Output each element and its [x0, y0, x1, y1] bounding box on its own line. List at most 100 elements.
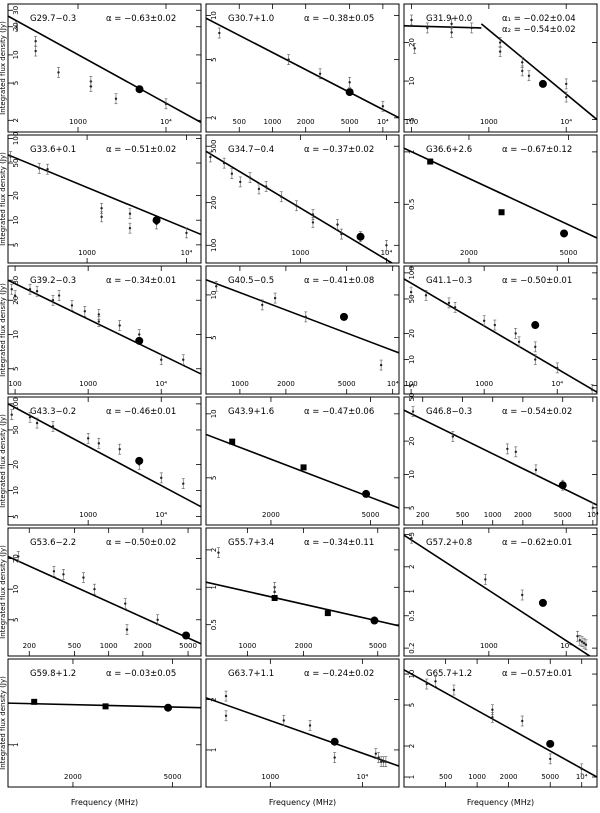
data-point: [335, 219, 339, 230]
x-tick-label: 10⁴: [587, 511, 599, 519]
big-point: [339, 312, 348, 321]
big-point: [182, 631, 191, 640]
big-point: [538, 79, 547, 88]
data-point: [92, 583, 96, 595]
x-axis-title: Frequency (MHz): [467, 798, 534, 807]
fit-line: [8, 279, 201, 375]
data-point: [548, 753, 552, 765]
source-name: G29.7−0.3: [30, 14, 76, 24]
panel-G30.7+1.0: 500 1000 2000 5000 10⁴ 2 5 10 G30.7+1.0 α = −0.38…: [205, 3, 400, 133]
data-point: [35, 285, 39, 297]
data-point: [208, 151, 212, 163]
source-name: G34.7−0.4: [228, 145, 274, 155]
source-name: G53.6−2.2: [30, 538, 76, 548]
panel-G53.6-2.2: 200 500 1000 2000 5000 5 10 20 G53.6−2.2 α = −0.5…: [7, 527, 202, 657]
big-point: [135, 336, 144, 345]
x-tick-label: 2000: [295, 642, 313, 650]
data-layer: [404, 14, 597, 121]
data-point: [311, 217, 315, 228]
x-axis-labels: Frequency (MHz) Frequency (MHz) Frequency …: [71, 798, 534, 807]
data-point: [70, 300, 74, 311]
panel-G55.7+3.4: 1000 2000 5000 0.5 1 2 G55.7+3.4 α = −0.34±0.11: [205, 527, 400, 657]
data-point: [89, 81, 93, 92]
x-tick-label: 1000: [79, 511, 97, 519]
data-point: [520, 65, 524, 77]
fit-line: [404, 25, 482, 29]
y-axis-labels: Integrated flux density (Jy) Integrated f…: [0, 21, 7, 770]
data-point: [534, 464, 538, 476]
plot-frame: [403, 134, 598, 264]
data-point: [159, 354, 163, 366]
data-point: [51, 294, 55, 306]
x-axis-title: Frequency (MHz): [269, 798, 336, 807]
y-tick-label: 2: [408, 565, 416, 569]
fit-line: [206, 697, 399, 767]
source-name: G30.7+1.0: [228, 14, 274, 24]
plot-frame: [205, 134, 400, 264]
big-point: [560, 229, 569, 238]
x-tick-label: 1000: [480, 118, 498, 126]
data-point: [248, 172, 252, 183]
panel-G41.1-0.3: 100 1000 10⁴ 5 10 20 50 100 G41.1−0.3 α = −0.50±0…: [403, 265, 598, 395]
y-tick-label: 50: [408, 393, 416, 402]
y-tick-label: 5: [210, 335, 218, 339]
data-point: [580, 763, 584, 775]
big-point: [135, 456, 144, 465]
data-point: [128, 208, 132, 220]
data-point: [16, 551, 20, 562]
source-name: G43.3−0.2: [30, 407, 76, 417]
y-tick-label: 2: [408, 744, 416, 748]
data-point: [28, 283, 32, 295]
data-point: [83, 305, 87, 317]
data-point: [452, 684, 456, 696]
x-tick-label: 1000: [231, 380, 249, 388]
x-tick-label: 100: [404, 380, 417, 388]
x-tick-label: 2000: [277, 380, 295, 388]
big-point: [370, 616, 379, 625]
y-tick-label: 100: [12, 132, 20, 145]
data-point: [304, 311, 308, 323]
y-tick-label: 10: [210, 11, 218, 20]
data-point: [409, 14, 413, 26]
data-point: [125, 624, 129, 635]
data-point: [450, 27, 454, 38]
data-point: [184, 227, 188, 239]
plot-frame: [403, 396, 598, 526]
x-tick-label: 10⁴: [381, 249, 393, 257]
data-layer: [8, 151, 201, 239]
data-layer: [404, 147, 597, 239]
source-name: G65.7+1.2: [426, 669, 472, 679]
x-tick-label: 10⁴: [560, 642, 572, 650]
data-point: [498, 37, 502, 48]
y-tick-label: 50: [408, 294, 416, 303]
y-tick-label: 5: [210, 476, 218, 480]
spectral-index: α = −0.67±0.12: [502, 145, 572, 155]
x-tick-label: 1000: [468, 773, 486, 781]
panel-G33.6+0.1: 1000 10⁴ 5 10 20 50 100 G33.6+0.1 α = −0.51±0.02: [7, 132, 202, 264]
data-point: [222, 157, 226, 169]
square-point: [427, 158, 434, 165]
data-point: [214, 281, 218, 292]
data-point: [10, 283, 14, 295]
data-layer: [8, 551, 201, 645]
y-tick-label: 100: [408, 266, 416, 279]
data-point: [514, 328, 518, 339]
x-tick-label: 2000: [514, 511, 532, 519]
data-point: [181, 354, 185, 366]
data-point: [9, 151, 13, 162]
panel-G29.7-0.3: 100010⁴25102030G29.7−0.3α = −0.63±0.02: [7, 3, 202, 133]
fit-line: [404, 669, 597, 778]
big-point: [152, 216, 161, 225]
x-tick-label: 10⁴: [551, 380, 563, 388]
panel-G34.7-0.4: 1000 10⁴ 100 200 500 G34.7−0.4 α = −0.37±0.02: [205, 134, 400, 264]
y-tick-label: 5: [210, 57, 218, 61]
big-point: [356, 232, 365, 241]
y-tick-label: 100: [12, 397, 20, 410]
data-point: [257, 183, 261, 195]
data-point: [294, 200, 298, 212]
data-point: [483, 574, 487, 585]
x-tick-label: 1000: [291, 249, 309, 257]
x-tick-label: 100: [8, 380, 21, 388]
